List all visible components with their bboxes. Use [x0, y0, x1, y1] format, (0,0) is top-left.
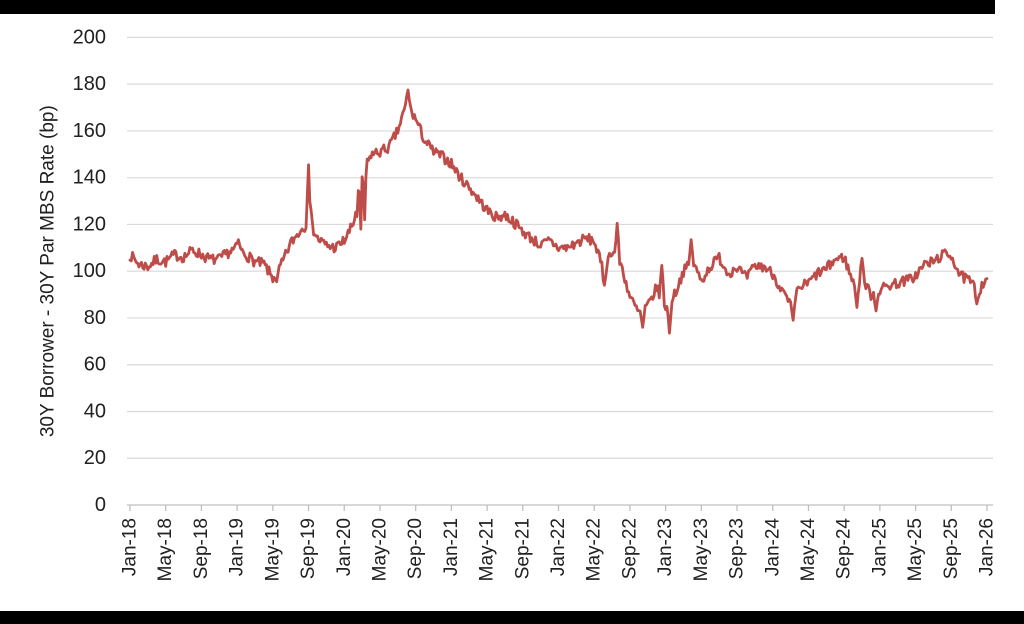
x-tick-label: Jan-26 — [977, 518, 998, 576]
x-tick-label: May-21 — [477, 518, 498, 581]
x-tick-label: May-25 — [905, 518, 926, 581]
x-tick-label: Jan-19 — [227, 518, 248, 576]
x-tick-label: Jan-18 — [120, 518, 141, 576]
bottom-black-bar — [0, 611, 1024, 624]
y-tick-label: 120 — [73, 213, 106, 235]
x-tick-label: Jan-22 — [548, 518, 569, 576]
y-axis-title: 30Y Borrower - 30Y Par MBS Rate (bp) — [38, 105, 59, 437]
x-tick-label: Jan-25 — [869, 518, 890, 576]
x-tick-label: May-18 — [155, 518, 176, 581]
x-tick-label: Sep-25 — [941, 518, 962, 579]
y-tick-label: 100 — [73, 260, 106, 282]
x-tick-label: Jan-20 — [334, 518, 355, 576]
x-tick-label: May-20 — [369, 518, 390, 581]
top-black-bar — [0, 0, 995, 14]
y-tick-label: 200 — [73, 26, 106, 48]
x-tick-label: Jan-23 — [655, 518, 676, 576]
y-tick-label: 60 — [84, 354, 106, 376]
x-tick-label: Sep-23 — [727, 518, 748, 579]
x-tick-label: May-19 — [262, 518, 283, 581]
y-tick-label: 0 — [95, 494, 106, 516]
y-tick-label: 180 — [73, 73, 106, 95]
series-line — [128, 88, 989, 335]
x-tick-label: Jan-24 — [762, 518, 783, 577]
y-tick-label: 20 — [84, 447, 106, 469]
x-tick-label: Sep-22 — [619, 518, 640, 579]
y-tick-label: 140 — [73, 167, 106, 189]
x-tick-label: May-23 — [691, 518, 712, 581]
x-tick-label: Jan-21 — [441, 518, 462, 576]
y-tick-label: 80 — [84, 307, 106, 329]
x-tick-label: May-24 — [798, 518, 819, 582]
y-tick-label: 160 — [73, 120, 106, 142]
x-tick-label: Sep-19 — [298, 518, 319, 579]
x-tick-label: Sep-21 — [512, 518, 533, 579]
x-tick-label: May-22 — [584, 518, 605, 581]
x-tick-label: Sep-20 — [405, 518, 426, 579]
x-tick-label: Sep-18 — [191, 518, 212, 579]
y-tick-label: 40 — [84, 400, 106, 422]
x-tick-label: Sep-24 — [834, 518, 855, 580]
